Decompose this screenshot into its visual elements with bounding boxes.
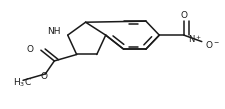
Text: NH: NH (47, 27, 61, 36)
Text: O: O (26, 45, 33, 54)
Text: O: O (180, 11, 187, 20)
Text: O$^-$: O$^-$ (205, 39, 220, 50)
Text: O: O (41, 72, 48, 81)
Text: N$^+$: N$^+$ (188, 33, 202, 45)
Text: H$_3$C: H$_3$C (13, 77, 32, 89)
